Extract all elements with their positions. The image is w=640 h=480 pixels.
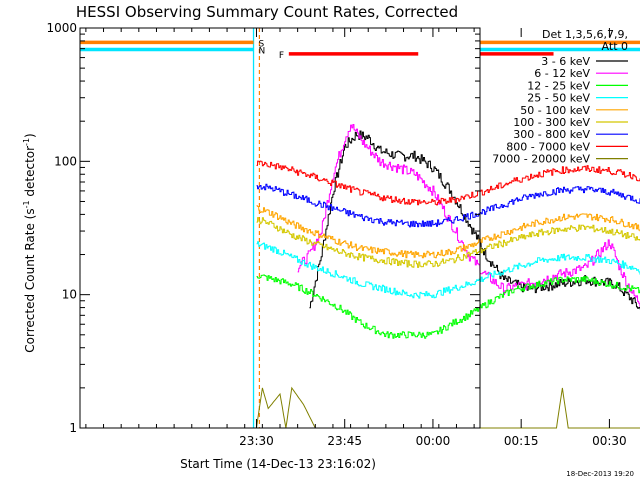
y-tick-label-3: 1000 bbox=[46, 21, 77, 35]
x-tick-label-1: 23:45 bbox=[327, 434, 362, 448]
legend-label-0: 3 - 6 keV bbox=[541, 55, 590, 68]
series-4-trace bbox=[256, 205, 640, 259]
series-1-trace bbox=[297, 124, 640, 307]
series-5-trace bbox=[256, 217, 640, 268]
x-tick-label-3: 00:15 bbox=[504, 434, 539, 448]
legend-label-6: 300 - 800 keV bbox=[513, 128, 590, 141]
legend-label-4: 50 - 100 keV bbox=[520, 104, 590, 117]
legend-label-7: 800 - 7000 keV bbox=[506, 140, 590, 153]
x-tick-label-0: 23:30 bbox=[239, 434, 274, 448]
y-axis-label-main: Corrected Count Rate (s bbox=[23, 208, 37, 352]
series-0-trace bbox=[309, 130, 640, 310]
legend-label-8: 7000 - 20000 keV bbox=[492, 153, 590, 166]
legend-header-line1: Det 1,3,5,6,7,9, bbox=[542, 28, 628, 41]
series-2-trace bbox=[256, 274, 640, 339]
x-axis-label: Start Time (14-Dec-13 23:16:02) bbox=[180, 457, 376, 471]
y-tick-label-0: 1 bbox=[69, 421, 77, 435]
legend-header-line2: Att 0 bbox=[602, 40, 628, 53]
legend-label-1: 6 - 12 keV bbox=[534, 67, 590, 80]
y-tick-label-1: 10 bbox=[62, 288, 77, 302]
footer-date: 18-Dec-2013 19:20 bbox=[566, 470, 634, 478]
legend-label-2: 12 - 25 keV bbox=[527, 79, 590, 92]
legend-label-3: 25 - 50 keV bbox=[527, 92, 590, 105]
y-tick-label-2: 100 bbox=[54, 154, 77, 168]
y-axis-label-sup2: -1 bbox=[22, 138, 31, 146]
series-8-trace bbox=[256, 386, 640, 429]
night-marker-label: N bbox=[259, 46, 266, 56]
series-6-trace bbox=[256, 183, 640, 228]
y-axis-label-sup1: -1 bbox=[22, 200, 31, 208]
flare-marker-label: F bbox=[279, 51, 284, 61]
x-tick-label-4: 00:30 bbox=[592, 434, 627, 448]
chart-title: HESSI Observing Summary Count Rates, Cor… bbox=[76, 3, 458, 21]
y-axis-label-end: ) bbox=[23, 133, 37, 138]
plot-area: FSN110100100023:3023:4500:0000:1500:3000… bbox=[46, 21, 640, 448]
x-tick-label-2: 00:00 bbox=[416, 434, 451, 448]
y-axis-label-mid: detector bbox=[23, 146, 37, 201]
legend-label-5: 100 - 300 keV bbox=[513, 116, 590, 129]
y-axis-label: Corrected Count Rate (s-1 detector-1) bbox=[22, 133, 37, 352]
saa-marker-label: S bbox=[259, 39, 265, 49]
series-3-trace bbox=[256, 241, 640, 299]
series-7-trace bbox=[256, 160, 640, 206]
